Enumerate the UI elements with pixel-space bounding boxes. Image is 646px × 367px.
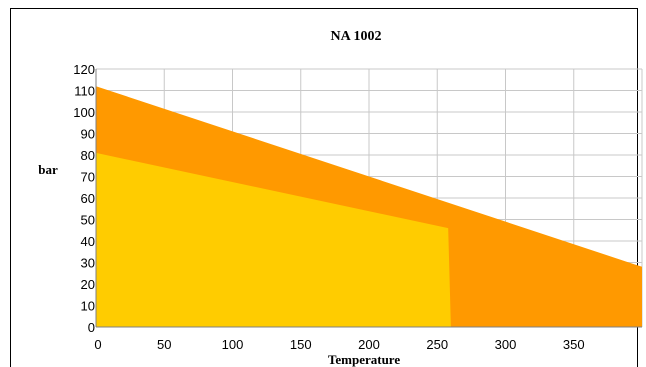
y-tick-label-6: 60: [81, 191, 95, 206]
x-tick-label-2: 100: [222, 337, 244, 352]
y-tick-label-3: 30: [81, 256, 95, 271]
y-tick-label-5: 50: [81, 213, 95, 228]
tick-labels: 0 10 20 30 40 50 60 70 80 90 100 110 120 0 50 100 150 200…: [73, 62, 584, 352]
area-series-1: [96, 152, 451, 327]
y-tick-label-2: 20: [81, 277, 95, 292]
x-axis-label: Temperature: [328, 352, 400, 367]
x-tick-label-6: 300: [495, 337, 517, 352]
chart-frame: [10, 8, 638, 367]
y-tick-label-10: 100: [73, 105, 95, 120]
y-tick-label-8: 80: [81, 148, 95, 163]
y-tick-label-4: 40: [81, 234, 95, 249]
plot-areas: [95, 69, 642, 328]
y-tick-label-7: 70: [81, 170, 95, 185]
x-tick-label-1: 50: [157, 337, 171, 352]
x-tick-label-4: 200: [358, 337, 380, 352]
x-tick-label-7: 350: [563, 337, 585, 352]
x-tick-label-3: 150: [290, 337, 312, 352]
y-axis-label: bar: [38, 162, 58, 177]
y-tick-label-12: 120: [73, 62, 95, 77]
y-tick-label-9: 90: [81, 127, 95, 142]
x-tick-label-0: 0: [94, 337, 101, 352]
chart-title: NA 1002: [331, 29, 382, 44]
y-tick-label-11: 110: [74, 84, 95, 99]
y-tick-label-1: 10: [81, 299, 95, 314]
y-tick-label-0: 0: [88, 320, 95, 335]
x-tick-label-5: 250: [426, 337, 448, 352]
